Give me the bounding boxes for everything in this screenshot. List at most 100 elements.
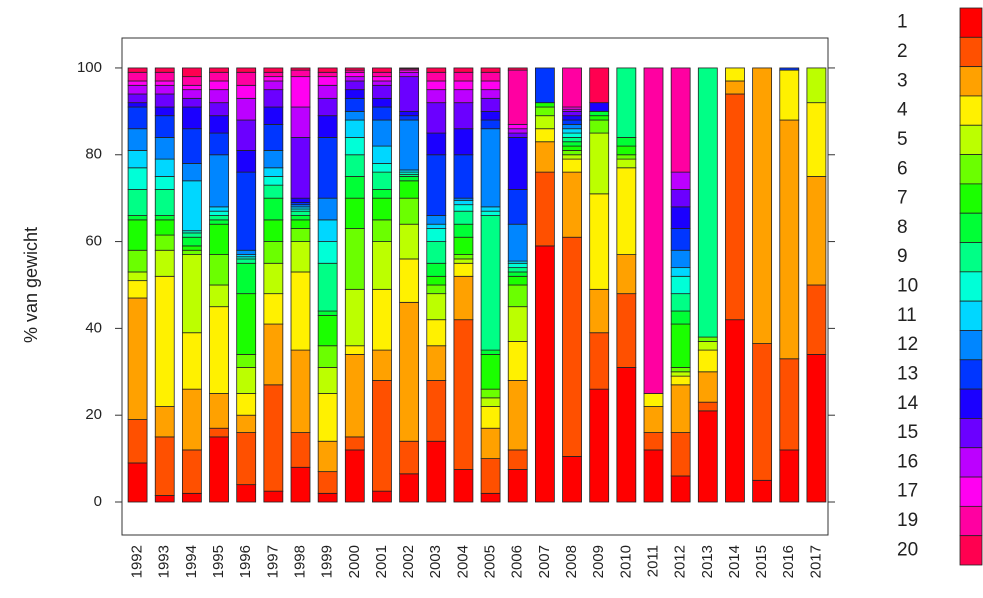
legend-swatch xyxy=(959,271,983,302)
bar-segment xyxy=(344,154,365,177)
bar-segment xyxy=(562,132,582,138)
bar-segment xyxy=(453,199,474,206)
bar-segment xyxy=(480,406,501,429)
bar-segment xyxy=(263,123,284,151)
bar-segment xyxy=(806,176,827,286)
bar-segment xyxy=(779,69,800,121)
x-tick-label: 2011 xyxy=(644,545,661,577)
bar-segment xyxy=(263,71,284,78)
bar-segment xyxy=(562,236,582,457)
bar-segment xyxy=(181,106,202,130)
bar-segment xyxy=(263,184,284,199)
bar-segment xyxy=(399,197,420,225)
bar-segment xyxy=(507,449,528,470)
bar-segment xyxy=(181,163,202,182)
bar-segment xyxy=(562,115,582,121)
bar-segment xyxy=(154,275,175,407)
bar-segment xyxy=(453,89,474,104)
bar-segment xyxy=(181,236,202,247)
bar-segment xyxy=(209,223,229,255)
bar-segment xyxy=(154,71,175,82)
bar-segment xyxy=(670,228,691,251)
bar-segment xyxy=(154,80,175,86)
bar-segment xyxy=(643,432,664,451)
x-tick-label: 1995 xyxy=(210,545,227,578)
bar-segment xyxy=(154,158,175,177)
legend-swatch xyxy=(959,505,983,537)
bar-segment xyxy=(697,341,718,351)
bar-segment xyxy=(480,206,501,212)
bar-segment xyxy=(372,67,392,73)
bar-segment xyxy=(806,284,827,355)
bar-segment xyxy=(480,458,501,494)
bar-segment xyxy=(236,258,257,264)
bar-segment xyxy=(181,249,202,255)
bar-segment xyxy=(344,76,365,82)
bar-segment xyxy=(725,67,745,82)
x-tick-label: 2009 xyxy=(590,545,607,578)
bar-segment xyxy=(670,367,691,373)
bar-segment xyxy=(209,80,229,91)
bar-segment xyxy=(236,119,257,151)
bar-segment xyxy=(670,310,691,325)
bar-segment xyxy=(317,310,338,316)
bar-segment xyxy=(263,167,284,177)
y-tick-label: 60 xyxy=(85,233,102,250)
x-tick-label: 2003 xyxy=(427,545,444,578)
bar-segment xyxy=(426,132,447,156)
bar-segment xyxy=(670,275,691,295)
bar-segment xyxy=(589,288,610,334)
bar-segment xyxy=(181,84,202,91)
bar-segment xyxy=(453,210,474,225)
bar-segment xyxy=(616,154,637,160)
bar-segment xyxy=(344,119,365,138)
bar-segment xyxy=(616,158,637,169)
bar-segment xyxy=(670,249,691,269)
bar-segment xyxy=(779,119,800,360)
bar-segment xyxy=(154,136,175,160)
bar-segment xyxy=(399,119,420,171)
legend-label: 8 xyxy=(897,217,908,238)
bar-segment xyxy=(480,71,501,82)
bar-segment xyxy=(426,440,447,503)
bar-segment xyxy=(154,215,175,221)
bar-segment xyxy=(534,171,555,247)
bar-segment xyxy=(209,284,229,308)
bar-segment xyxy=(453,223,474,238)
bar-segment xyxy=(670,293,691,312)
bar-segment xyxy=(344,288,365,347)
bar-segment xyxy=(453,319,474,470)
x-tick-label: 2015 xyxy=(753,545,770,578)
bar-segment xyxy=(725,80,745,95)
bar-segment xyxy=(127,67,148,73)
bar-segment xyxy=(616,293,637,368)
bar-segment xyxy=(344,89,365,99)
bar-segment xyxy=(589,115,610,121)
bar-segment xyxy=(344,449,365,503)
bar-segment xyxy=(806,354,827,503)
bar-segment xyxy=(507,128,528,134)
bar-segment xyxy=(181,180,202,232)
bar-segment xyxy=(725,93,745,321)
bar-segment xyxy=(426,215,447,225)
bar-segment xyxy=(372,76,392,82)
bar-segment xyxy=(344,436,365,451)
bar-segment xyxy=(317,97,338,117)
bar-segment xyxy=(534,115,555,130)
bar-segment xyxy=(480,89,501,99)
legend-swatch xyxy=(959,447,983,478)
x-tick-label: 2017 xyxy=(807,545,824,578)
bar-segment xyxy=(344,80,365,91)
x-tick-label: 2006 xyxy=(509,545,526,578)
bar-segment xyxy=(670,384,691,433)
bar-segment xyxy=(616,145,637,156)
bar-segment xyxy=(127,249,148,273)
bar-segment xyxy=(317,241,338,264)
bar-segment xyxy=(209,206,229,212)
bar-segment xyxy=(589,388,610,503)
bar-segment xyxy=(697,371,718,403)
bar-segment xyxy=(127,80,148,86)
bar-segment xyxy=(236,262,257,295)
x-tick-label: 1997 xyxy=(264,545,281,578)
legend-swatch xyxy=(959,388,983,419)
